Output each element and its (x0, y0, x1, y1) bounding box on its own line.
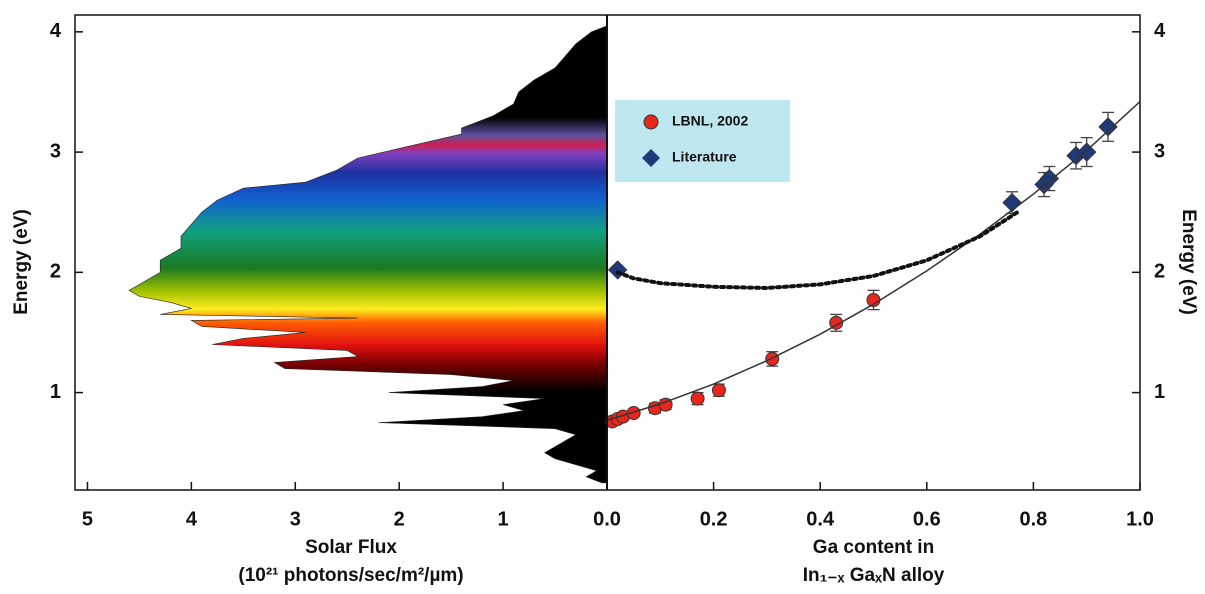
point (626, 406, 641, 421)
point (1002, 192, 1022, 213)
x-tick-label: 0.4 (806, 508, 835, 530)
x-axis-label: (10²¹ photons/sec/m²/µm) (238, 565, 463, 586)
legend-label: LBNL, 2002 (672, 113, 748, 129)
legend-marker (642, 149, 660, 167)
point (690, 391, 705, 406)
x-tick-label: 0.2 (700, 508, 728, 530)
point (1076, 142, 1097, 162)
x-tick-label: 0.6 (913, 508, 941, 530)
y-tick-label: 3 (1154, 140, 1165, 162)
y-tick-label: 4 (1154, 20, 1166, 42)
x-tick-label: 4 (186, 508, 198, 530)
x-tick-label: 0.8 (1019, 508, 1047, 530)
legend-marker (643, 114, 659, 130)
y-tick-label: 1 (1154, 381, 1165, 403)
legend-box (615, 100, 790, 182)
point (1098, 117, 1118, 137)
point (829, 315, 844, 330)
point (711, 383, 726, 398)
x-tick-label: 0.0 (593, 508, 621, 530)
y-tick-label: 4 (50, 20, 62, 42)
x-tick-label: 1 (498, 508, 509, 530)
y-axis-label: Energy (eV) (1178, 209, 1199, 315)
x-tick-label: 1.0 (1126, 508, 1154, 530)
x-tick-label: 3 (290, 508, 301, 530)
y-tick-label: 1 (50, 381, 61, 403)
y-tick-label: 2 (1154, 261, 1165, 283)
x-axis-label: Ga content in (813, 537, 934, 558)
point (765, 351, 780, 366)
spectrum-area (128, 25, 608, 484)
x-axis-label: In₁₋ₓ GaₓN alloy (803, 565, 945, 586)
legend-label: Literature (672, 149, 737, 165)
x-tick-label: 2 (394, 508, 405, 530)
x-axis-label: Solar Flux (305, 537, 397, 558)
y-tick-label: 3 (50, 140, 61, 162)
y-tick-label: 2 (50, 261, 61, 283)
x-tick-label: 5 (82, 508, 93, 530)
point (607, 260, 628, 280)
curve (615, 210, 1020, 290)
y-axis-label: Energy (eV) (11, 209, 32, 315)
curve (606, 101, 1141, 421)
